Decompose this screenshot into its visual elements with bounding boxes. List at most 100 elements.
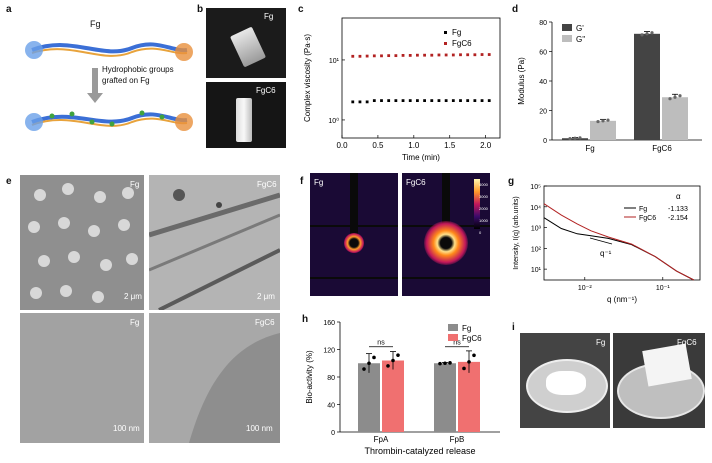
saxs-pattern-fg-label: Fg [314, 178, 324, 187]
legend-label: Fg [462, 324, 471, 333]
replicate-point [386, 364, 390, 368]
colorbar-tick-0: 0 [479, 230, 482, 235]
y-axis-label: Intensity, I(q) (arb.units) [513, 196, 520, 269]
x-tick-label: 2.0 [480, 141, 492, 150]
replicate-point [601, 119, 605, 123]
data-point [423, 99, 426, 103]
photo-fgc6-film [613, 333, 705, 428]
replicate-point [362, 367, 366, 371]
panel-e-label: e [6, 176, 12, 187]
y-tick-label: 80 [327, 375, 335, 382]
tem-fg-high [20, 313, 144, 443]
data-point [394, 99, 398, 103]
tem-fgc6-low [149, 175, 280, 310]
y-axis-label: Modulus (Pa) [517, 57, 526, 105]
data-point [430, 99, 434, 103]
replicate-point [472, 353, 476, 358]
data-point [372, 54, 376, 58]
bar [434, 363, 456, 432]
x-tick-label: 0.5 [372, 141, 384, 150]
y-tick-label: 0 [331, 430, 335, 437]
panel-d-label: d [512, 4, 519, 15]
data-point [408, 99, 412, 103]
x-axis-label: Thrombin-catalyzed release [364, 446, 475, 456]
tem-fgc6-high-scale: 100 nm [246, 424, 273, 433]
legend-label: G'' [576, 35, 586, 44]
legend-marker [444, 42, 447, 45]
replicate-point [678, 94, 682, 98]
replicate-point [640, 33, 644, 37]
y-tick-label: 160 [323, 320, 335, 327]
data-point [437, 99, 441, 103]
vial-photo-fg [206, 8, 286, 78]
y-axis-label: Complex viscosity (Pa·s) [303, 34, 312, 122]
saxs-intensity-chart: 10⁵ 10⁴ 10³ 10² 10¹ 10⁻² 10⁻¹ Fg -1.133 FgC6 -2.15… [513, 184, 701, 304]
legend-marker [444, 31, 447, 34]
vial-photo-fgc6-label: FgC6 [256, 86, 276, 95]
category-label: FpB [450, 435, 465, 444]
vial-photo-fg-label: Fg [264, 12, 274, 21]
colorbar-tick-1000: 1000 [479, 218, 488, 223]
tem-fg-low-label: Fg [130, 180, 140, 189]
data-point [480, 53, 484, 56]
replicate-point [448, 361, 452, 365]
panel-a-arrow-text-2: grafted on Fg [102, 76, 150, 85]
y-axis-label: Bio-activity (%) [305, 350, 314, 404]
replicate-point [650, 31, 654, 35]
data-point [451, 99, 455, 103]
x-tick-label: 1.5 [444, 141, 456, 150]
sig-label: ns [453, 340, 461, 347]
data-point [459, 53, 462, 57]
saxs-pattern-fgc6 [402, 173, 490, 296]
x-tick-label: 0.0 [336, 141, 348, 150]
sig-label: ns [377, 340, 385, 347]
y-tick-label: 10¹ [329, 58, 340, 65]
y-tick-label: 40 [539, 79, 547, 86]
x-axis-label: q (nm⁻¹) [607, 295, 637, 304]
panel-h-label: h [302, 314, 309, 325]
data-point [387, 54, 391, 58]
data-point [416, 53, 419, 57]
legend-swatch [448, 334, 458, 341]
category-label: FgC6 [652, 144, 672, 153]
tem-fg-high-scale: 100 nm [113, 424, 140, 433]
y-tick-label: 0 [543, 138, 547, 145]
tem-fgc6-high [149, 313, 280, 443]
replicate-point [396, 353, 400, 357]
panel-f-label: f [300, 176, 304, 187]
y-tick-label: 20 [539, 109, 547, 116]
replicate-point [462, 366, 466, 371]
colorbar-tick-3000: 3000 [479, 194, 488, 199]
data-point [487, 99, 491, 103]
panel-a-arrow-text-1: Hydrophobic groups [102, 65, 174, 74]
x-tick-label: 10⁻¹ [656, 285, 670, 292]
tem-fg-high-label: Fg [130, 318, 140, 327]
data-point [444, 53, 448, 57]
data-point [365, 54, 369, 58]
data-point [358, 54, 362, 58]
x-axis-label: Time (min) [402, 153, 440, 162]
replicate-point [438, 361, 442, 366]
x-tick-label: 10⁻² [578, 285, 592, 292]
replicate-point [668, 97, 672, 101]
y-tick-label: 10² [531, 246, 542, 253]
replicate-point [596, 119, 600, 124]
series-line [543, 217, 695, 281]
series-line [543, 203, 695, 281]
data-point [358, 100, 362, 104]
slope-guide [589, 237, 613, 245]
data-point [408, 54, 412, 57]
alpha-header: α [676, 192, 681, 201]
replicate-point [673, 95, 677, 99]
data-point [430, 53, 434, 57]
saxs-pattern-fgc6-label: FgC6 [406, 178, 426, 187]
photo-fg-label: Fg [596, 338, 606, 347]
data-point [444, 99, 448, 103]
data-point [380, 99, 383, 103]
replicate-point [573, 136, 577, 140]
legend-swatch [562, 35, 572, 42]
panel-g-label: g [508, 176, 515, 187]
data-point [459, 99, 462, 103]
tem-fg-low [20, 175, 144, 310]
legend-label: FgC6 [639, 215, 656, 222]
